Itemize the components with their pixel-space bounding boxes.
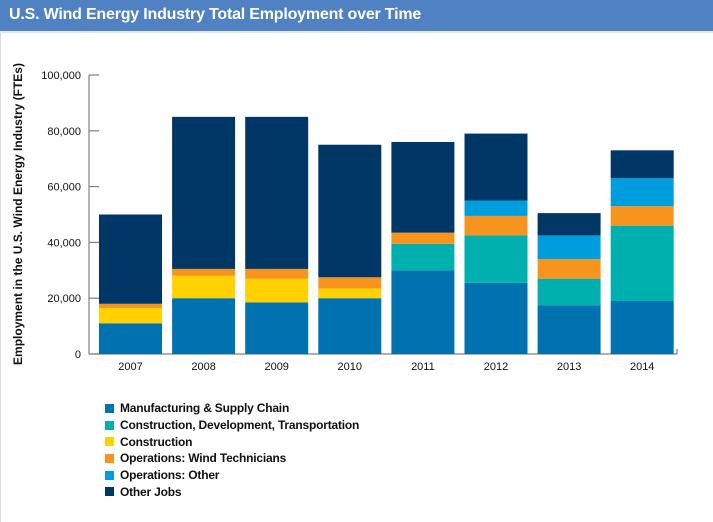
legend-swatch xyxy=(105,437,114,447)
y-tick-label: 100,000 xyxy=(41,70,81,82)
legend-swatch xyxy=(105,453,114,463)
legend-label: Construction, Development, Transportatio… xyxy=(120,418,360,433)
bar-segment-operations-wind-technicians xyxy=(245,268,309,279)
chart-title: U.S. Wind Energy Industry Total Employme… xyxy=(9,6,422,23)
legend-item: Operations: Other xyxy=(105,467,359,484)
bar-segment-construction-development-transportation xyxy=(464,235,528,283)
bar-segment-operations-other xyxy=(464,200,528,216)
y-tick-label: 80,000 xyxy=(47,126,81,138)
y-tick-label: 20,000 xyxy=(47,293,81,305)
x-tick-labels: 2007 2008 2009 2010 2011 2012 2013 2014 xyxy=(118,361,654,373)
bar-segment-operations-wind-technicians xyxy=(391,232,455,244)
bar-stack-2007 xyxy=(99,214,162,354)
axes: 0 20,000 40,000 60,000 80,000 100,000 xyxy=(41,70,678,361)
y-axis-label: Employment in the U.S. Wind Energy Indus… xyxy=(11,63,25,365)
legend-swatch xyxy=(105,487,114,497)
bar-segment-manufacturing-supply-chain xyxy=(318,298,382,354)
frame-border xyxy=(0,33,1,522)
legend-item: Other Jobs xyxy=(105,483,359,500)
bar-segment-manufacturing-supply-chain xyxy=(610,300,674,354)
bar-segment-operations-wind-technicians xyxy=(172,268,236,276)
bar-segment-construction xyxy=(172,275,236,299)
bar-segment-other-jobs xyxy=(464,133,528,201)
bar-segment-manufacturing-supply-chain xyxy=(99,323,162,354)
legend-swatch xyxy=(105,470,114,480)
bar-stack-2008 xyxy=(172,116,236,354)
bar-segment-construction xyxy=(318,288,382,299)
bar-segment-other-jobs xyxy=(318,144,382,278)
bar-stack-2014 xyxy=(610,150,674,354)
bar-segment-construction-development-transportation xyxy=(610,225,674,301)
bar-segment-operations-wind-technicians xyxy=(99,303,162,308)
header-divider xyxy=(0,31,713,33)
bar-segment-other-jobs xyxy=(99,214,162,304)
legend-label: Construction xyxy=(120,434,193,449)
bar-segment-construction-development-transportation xyxy=(391,243,455,271)
legend-item: Construction, Development, Transportatio… xyxy=(105,417,359,434)
bar-segment-operations-wind-technicians xyxy=(318,277,382,289)
legend-label: Other Jobs xyxy=(120,484,182,499)
bar-segment-operations-other xyxy=(537,235,601,260)
legend-label: Operations: Other xyxy=(120,468,220,483)
bar-segment-other-jobs xyxy=(537,213,601,236)
bar-segment-other-jobs xyxy=(610,150,674,179)
bar-segment-operations-wind-technicians xyxy=(537,259,601,279)
x-tick-label: 2008 xyxy=(191,361,215,373)
x-tick-label: 2010 xyxy=(338,361,362,373)
x-tick-label: 2009 xyxy=(264,361,288,373)
bar-stack-2011 xyxy=(391,141,455,354)
x-tick-label: 2012 xyxy=(484,361,508,373)
bar-stack-2010 xyxy=(318,144,382,354)
bar-segment-manufacturing-supply-chain xyxy=(172,298,236,354)
bar-segment-manufacturing-supply-chain xyxy=(245,302,309,354)
legend-swatch xyxy=(105,403,114,413)
bars xyxy=(99,116,674,354)
legend-item: Manufacturing & Supply Chain xyxy=(105,400,359,417)
bar-segment-manufacturing-supply-chain xyxy=(464,282,528,354)
bar-segment-manufacturing-supply-chain xyxy=(537,305,601,354)
legend: Manufacturing & Supply Chain Construction… xyxy=(105,400,359,500)
bar-segment-other-jobs xyxy=(172,116,236,269)
bar-segment-operations-other xyxy=(610,178,674,207)
x-tick-label: 2007 xyxy=(118,361,142,373)
chart-header: U.S. Wind Energy Industry Total Employme… xyxy=(0,0,713,31)
bar-segment-manufacturing-supply-chain xyxy=(391,270,455,354)
x-tick-label: 2014 xyxy=(630,361,654,373)
legend-swatch xyxy=(105,420,114,430)
bar-segment-construction xyxy=(99,307,162,324)
bar-segment-construction-development-transportation xyxy=(537,278,601,306)
y-tick-label: 0 xyxy=(75,349,81,361)
legend-item: Operations: Wind Technicians xyxy=(105,450,359,467)
legend-label: Manufacturing & Supply Chain xyxy=(120,401,290,416)
bar-stack-2012 xyxy=(464,133,528,354)
x-tick-label: 2011 xyxy=(411,361,435,373)
bar-segment-other-jobs xyxy=(245,116,309,269)
bar-segment-construction xyxy=(245,278,309,303)
legend-label: Operations: Wind Technicians xyxy=(120,451,287,466)
bar-stack-2009 xyxy=(245,116,309,354)
bar-segment-other-jobs xyxy=(391,141,455,233)
bar-segment-operations-wind-technicians xyxy=(464,215,528,236)
bar-stack-2013 xyxy=(537,213,601,354)
x-tick-label: 2013 xyxy=(557,361,581,373)
legend-item: Construction xyxy=(105,433,359,450)
y-tick-label: 60,000 xyxy=(47,182,81,194)
y-tick-label: 40,000 xyxy=(47,237,81,249)
bar-segment-operations-wind-technicians xyxy=(610,206,674,226)
